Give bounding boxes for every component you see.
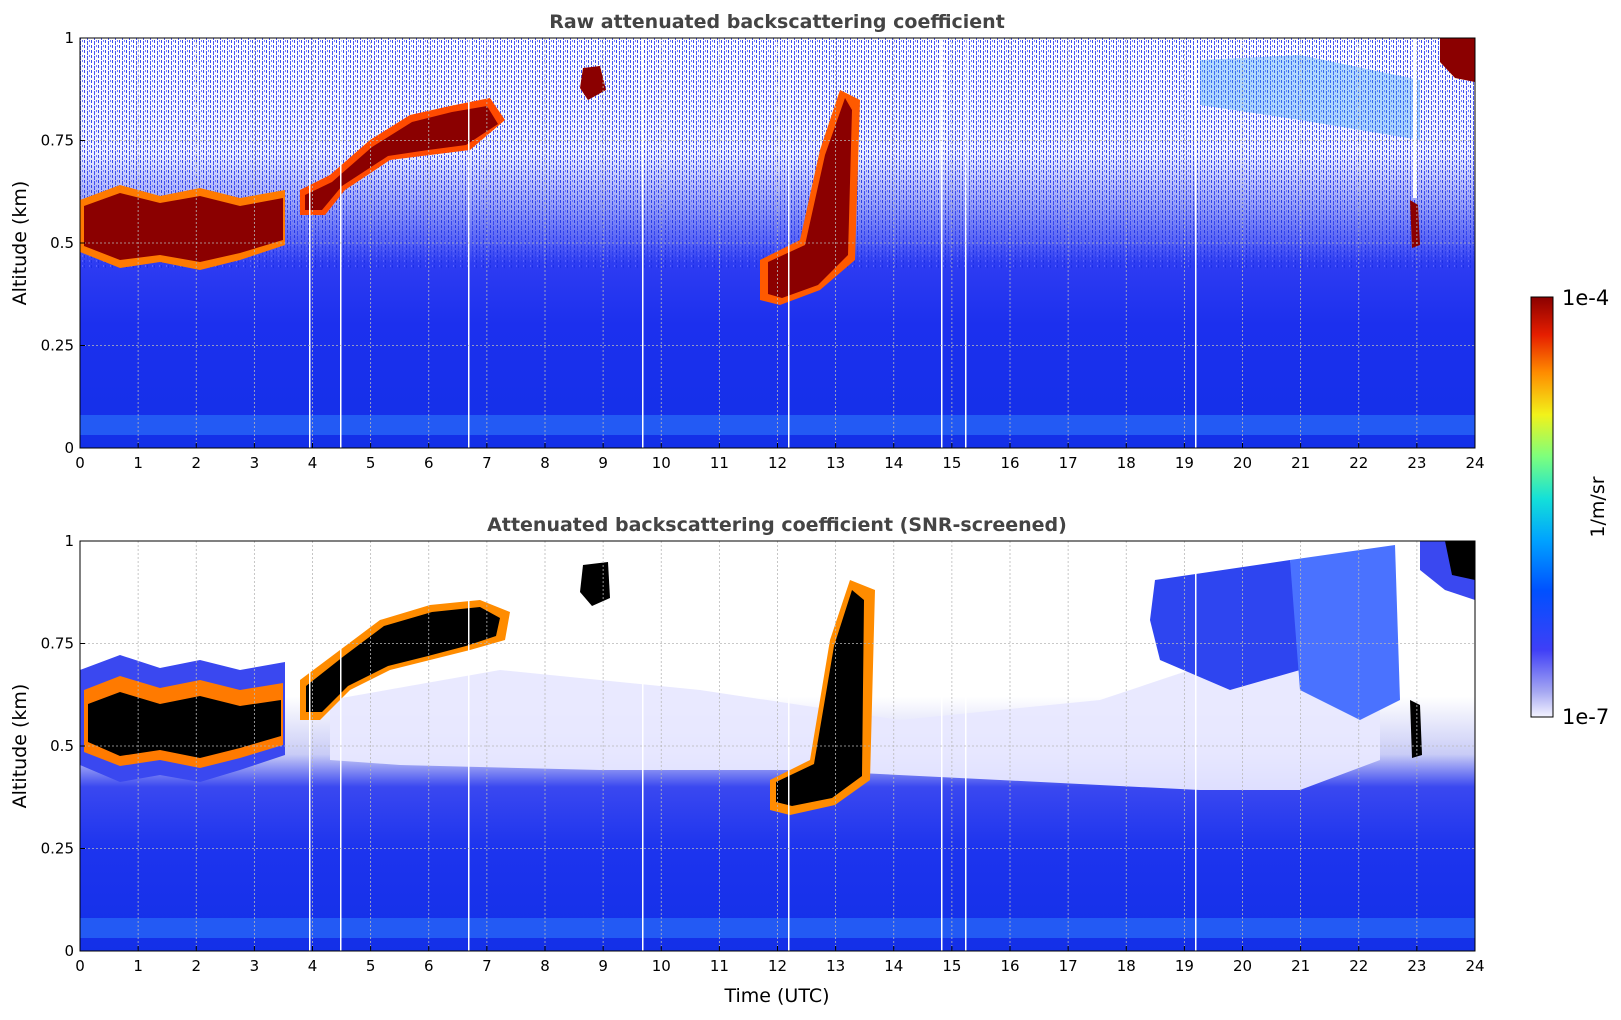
x-axis: 0 1 2 3 4 5 6 7 8 9 10 11 12 13 14 15 16 17 18 19 20 21 22 23 24 — [75, 443, 1485, 472]
x-tick-label: 24 — [1465, 957, 1484, 975]
x-tick-label: 4 — [308, 957, 318, 975]
x-tick-label: 6 — [424, 957, 434, 975]
y-tick-label: 0.25 — [41, 337, 74, 355]
y-axis-label: Altitude (km) — [9, 181, 31, 306]
x-tick-label: 5 — [366, 454, 376, 472]
x-tick-label: 11 — [710, 957, 729, 975]
x-tick-label: 22 — [1349, 957, 1368, 975]
x-tick-label: 13 — [826, 957, 845, 975]
x-tick-label: 18 — [1117, 454, 1136, 472]
x-tick-label: 8 — [540, 957, 550, 975]
x-tick-label: 23 — [1407, 957, 1426, 975]
y-tick-label: 1 — [64, 29, 74, 47]
x-tick-label: 4 — [308, 454, 318, 472]
x-tick-label: 21 — [1291, 957, 1310, 975]
colorbar-gradient — [1530, 296, 1554, 718]
y-axis: 0 0.25 0.5 0.75 1 — [41, 29, 85, 457]
x-tick-label: 7 — [482, 957, 492, 975]
x-tick-label: 2 — [191, 957, 201, 975]
x-tick-label: 16 — [1000, 454, 1019, 472]
x-tick-label: 1 — [133, 454, 143, 472]
colorbar-min-label: 1e-7 — [1562, 705, 1609, 729]
y-axis-label: Altitude (km) — [9, 684, 31, 809]
x-tick-label: 15 — [942, 454, 961, 472]
x-tick-label: 10 — [652, 957, 671, 975]
x-tick-label: 13 — [826, 454, 845, 472]
x-tick-label: 9 — [598, 957, 608, 975]
x-tick-label: 6 — [424, 454, 434, 472]
y-axis: 0 0.25 0.5 0.75 1 — [41, 532, 85, 960]
x-tick-label: 15 — [942, 957, 961, 975]
x-axis: 0 1 2 3 4 5 6 7 8 9 10 11 12 13 14 15 16 17 18 19 20 21 22 23 24 — [75, 946, 1485, 975]
x-tick-label: 22 — [1349, 454, 1368, 472]
x-tick-label: 21 — [1291, 454, 1310, 472]
x-tick-label: 1 — [133, 957, 143, 975]
grid — [80, 541, 1475, 951]
y-tick-label: 0.75 — [41, 635, 74, 653]
grid — [80, 38, 1475, 448]
x-tick-label: 18 — [1117, 957, 1136, 975]
x-tick-label: 14 — [884, 957, 903, 975]
x-tick-label: 3 — [250, 957, 260, 975]
x-tick-label: 17 — [1059, 957, 1078, 975]
raw-backscatter-panel: Raw attenuated backscattering coefficien… — [9, 11, 1485, 472]
y-tick-label: 0.75 — [41, 132, 74, 150]
x-tick-label: 23 — [1407, 454, 1426, 472]
colorbar: 1e-4 1e-7 1/m/sr — [1530, 286, 1609, 729]
x-tick-label: 8 — [540, 454, 550, 472]
x-tick-label: 20 — [1233, 454, 1252, 472]
x-tick-label: 20 — [1233, 957, 1252, 975]
x-tick-label: 19 — [1175, 454, 1194, 472]
colorbar-max-label: 1e-4 — [1562, 286, 1609, 310]
x-tick-label: 11 — [710, 454, 729, 472]
x-tick-label: 16 — [1000, 957, 1019, 975]
x-tick-label: 5 — [366, 957, 376, 975]
x-tick-label: 12 — [768, 454, 787, 472]
x-tick-label: 24 — [1465, 454, 1484, 472]
x-tick-label: 19 — [1175, 957, 1194, 975]
x-tick-label: 14 — [884, 454, 903, 472]
x-tick-label: 12 — [768, 957, 787, 975]
y-tick-label: 0.25 — [41, 840, 74, 858]
x-axis-label: Time (UTC) — [723, 985, 829, 1007]
x-tick-label: 2 — [191, 454, 201, 472]
x-tick-label: 7 — [482, 454, 492, 472]
y-tick-label: 0 — [64, 942, 74, 960]
y-tick-label: 0 — [64, 439, 74, 457]
y-tick-label: 1 — [64, 532, 74, 550]
y-tick-label: 0.5 — [50, 737, 74, 755]
x-tick-label: 0 — [75, 454, 85, 472]
colorbar-label: 1/m/sr — [1587, 476, 1609, 537]
x-tick-label: 3 — [250, 454, 260, 472]
x-tick-label: 9 — [598, 454, 608, 472]
y-tick-label: 0.5 — [50, 234, 74, 252]
x-tick-label: 0 — [75, 957, 85, 975]
chart-title: Attenuated backscattering coefficient (S… — [487, 514, 1067, 536]
x-tick-label: 17 — [1059, 454, 1078, 472]
chart-title: Raw attenuated backscattering coefficien… — [549, 11, 1005, 33]
x-tick-label: 10 — [652, 454, 671, 472]
screened-backscatter-panel: Attenuated backscattering coefficient (S… — [9, 514, 1485, 1007]
